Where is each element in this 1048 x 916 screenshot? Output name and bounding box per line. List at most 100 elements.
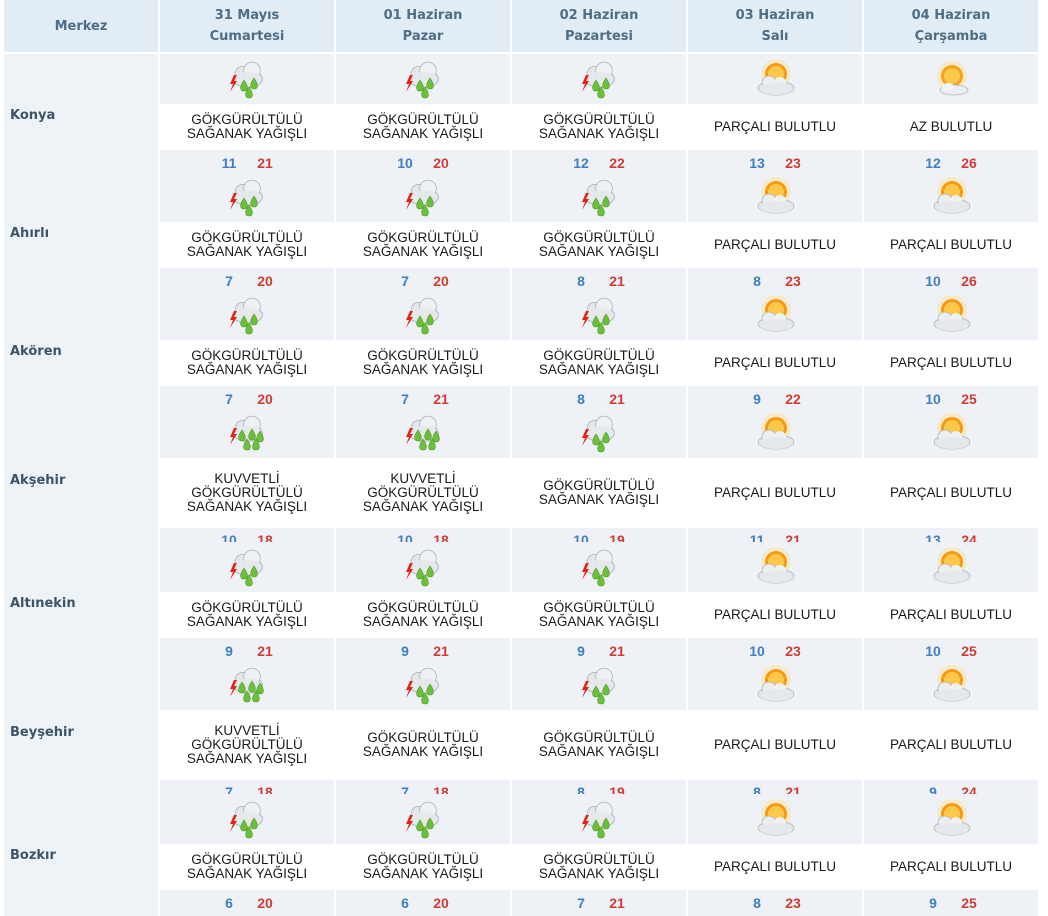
day-header: 03 Haziran Salı: [688, 0, 862, 52]
day-date: 31 Mayıs: [214, 8, 280, 23]
temperature-cell: 7 20: [160, 386, 334, 412]
min-temp: 7: [225, 391, 233, 407]
thunder-shower-icon: [227, 798, 267, 840]
description-line: SAĞANAK YAĞIŞLI: [362, 499, 484, 514]
min-temp: 9: [753, 391, 761, 407]
weather-icon-cell: [336, 660, 510, 710]
max-temp: 23: [785, 895, 801, 911]
description-line: PARÇALI BULUTLU: [889, 859, 1013, 874]
min-temp: 8: [753, 895, 761, 911]
weather-description: GÖKGÜRÜLTÜLÜ SAĞANAK YAĞIŞLI: [512, 224, 686, 266]
day-date: 04 Haziran: [911, 8, 991, 23]
description-line: PARÇALI BULUTLU: [713, 859, 837, 874]
partly-cloudy-icon: [754, 177, 796, 217]
min-temp: 7: [401, 391, 409, 407]
day-header: 02 Haziran Pazartesi: [512, 0, 686, 52]
description-line: SAĞANAK YAĞIŞLI: [186, 126, 308, 141]
weather-description: PARÇALI BULUTLU: [688, 342, 862, 384]
weather-description: GÖKGÜRÜLTÜLÜ SAĞANAK YAĞIŞLI: [160, 224, 334, 266]
thunder-shower-icon: [579, 176, 619, 218]
weather-icon-cell: [160, 172, 334, 222]
city-name: Altınekin: [4, 542, 158, 664]
merkez-label: Merkez: [54, 18, 108, 34]
city-label: Akören: [10, 343, 62, 359]
max-temp: 21: [257, 155, 273, 171]
max-temp: 20: [257, 391, 273, 407]
min-temp: 9: [225, 643, 233, 659]
partly-cloudy-icon: [754, 799, 796, 839]
day-weekday: Pazar: [402, 29, 444, 44]
temperature-cell: 8 23: [688, 268, 862, 294]
weather-description: PARÇALI BULUTLU: [688, 106, 862, 148]
weather-icon-cell: [512, 408, 686, 458]
weather-icon-cell: [336, 408, 510, 458]
temperature-cell: 10 20: [336, 150, 510, 176]
weather-icon-cell: [336, 542, 510, 592]
temperature-cell: 7 21: [336, 386, 510, 412]
description-line: GÖKGÜRÜLTÜLÜ: [191, 737, 303, 752]
description-line: SAĞANAK YAĞIŞLI: [538, 126, 660, 141]
temperature-cell: 11 21: [160, 150, 334, 176]
description-line: SAĞANAK YAĞIŞLI: [362, 614, 484, 629]
description-line: SAĞANAK YAĞIŞLI: [538, 244, 660, 259]
description-line: SAĞANAK YAĞIŞLI: [362, 126, 484, 141]
min-temp: 7: [225, 784, 233, 800]
description-line: GÖKGÜRÜLTÜLÜ: [367, 600, 479, 615]
partly-cloudy-icon: [930, 665, 972, 705]
max-temp: 23: [785, 273, 801, 289]
temperature-cell: 9 25: [864, 890, 1038, 916]
weather-description: PARÇALI BULUTLU: [864, 712, 1038, 778]
thunder-shower-icon: [403, 798, 443, 840]
min-temp: 10: [925, 273, 941, 289]
max-temp: 21: [609, 273, 625, 289]
day-weekday: Salı: [761, 29, 789, 44]
max-temp: 25: [961, 895, 977, 911]
thunder-shower-icon: [403, 58, 443, 100]
min-temp: 6: [225, 895, 233, 911]
min-temp: 7: [577, 895, 585, 911]
temperature-cell: 6 20: [336, 890, 510, 916]
heavy-thunder-shower-icon: [403, 412, 443, 454]
thunder-shower-icon: [579, 412, 619, 454]
max-temp: 26: [961, 155, 977, 171]
description-line: GÖKGÜRÜLTÜLÜ: [367, 112, 479, 127]
weather-description: GÖKGÜRÜLTÜLÜ SAĞANAK YAĞIŞLI: [512, 594, 686, 636]
description-line: SAĞANAK YAĞIŞLI: [362, 744, 484, 759]
description-line: PARÇALI BULUTLU: [889, 737, 1013, 752]
temperature-cell: 8 21: [512, 386, 686, 412]
weather-icon-cell: [688, 54, 862, 104]
description-line: GÖKGÜRÜLTÜLÜ: [191, 852, 303, 867]
min-temp: 9: [929, 895, 937, 911]
temperature-cell: 7 21: [512, 890, 686, 916]
weather-icon-cell: [688, 660, 862, 710]
min-temp: 9: [929, 784, 937, 800]
description-line: PARÇALI BULUTLU: [713, 607, 837, 622]
weather-description: AZ BULUTLU: [864, 106, 1038, 148]
description-line: AZ BULUTLU: [909, 119, 993, 134]
max-temp: 20: [433, 155, 449, 171]
temperature-cell: 9 22: [688, 386, 862, 412]
max-temp: 21: [433, 643, 449, 659]
partly-cloudy-icon: [930, 413, 972, 453]
day-weekday: Cumartesi: [209, 29, 285, 44]
description-line: GÖKGÜRÜLTÜLÜ: [543, 730, 655, 745]
temperature-cell: 9 21: [160, 638, 334, 664]
day-date: 02 Haziran: [559, 8, 639, 23]
description-line: GÖKGÜRÜLTÜLÜ: [543, 112, 655, 127]
day-date: 01 Haziran: [383, 8, 463, 23]
thunder-shower-icon: [227, 58, 267, 100]
weather-description: GÖKGÜRÜLTÜLÜ SAĞANAK YAĞIŞLI: [336, 846, 510, 888]
description-line: PARÇALI BULUTLU: [713, 237, 837, 252]
description-line: GÖKGÜRÜLTÜLÜ: [191, 485, 303, 500]
min-temp: 12: [573, 155, 589, 171]
temperature-cell: 8 23: [688, 890, 862, 916]
weather-description: GÖKGÜRÜLTÜLÜ SAĞANAK YAĞIŞLI: [512, 460, 686, 526]
weather-icon-cell: [864, 660, 1038, 710]
weather-description: GÖKGÜRÜLTÜLÜ SAĞANAK YAĞIŞLI: [336, 712, 510, 778]
thunder-shower-icon: [579, 546, 619, 588]
min-temp: 9: [577, 643, 585, 659]
weather-icon-cell: [160, 794, 334, 844]
description-line: SAĞANAK YAĞIŞLI: [362, 866, 484, 881]
weather-icon-cell: [688, 172, 862, 222]
description-line: GÖKGÜRÜLTÜLÜ: [543, 852, 655, 867]
